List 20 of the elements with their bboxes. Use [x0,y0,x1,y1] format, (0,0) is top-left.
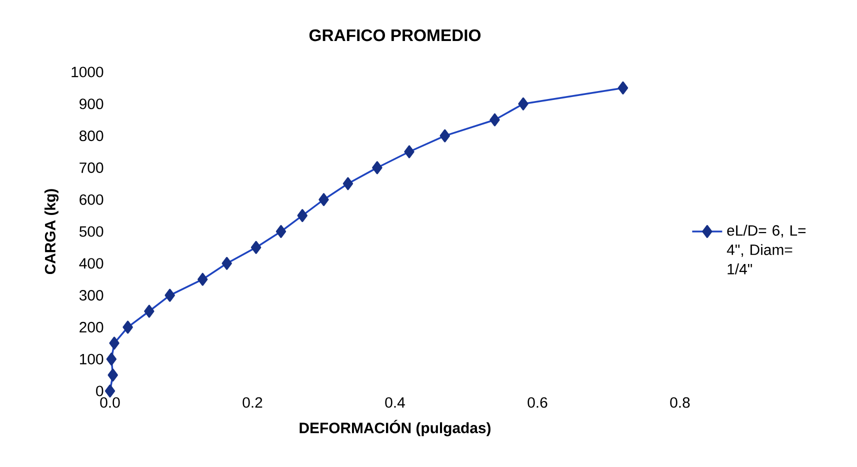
y-tick-label: 400 [79,258,104,269]
y-axis-title: CARGA (kg) [44,189,59,274]
chart-title: GRAFICO PROMEDIO [309,29,481,42]
x-tick-label: 0.4 [385,397,405,408]
y-tick-label: 700 [80,162,104,173]
y-tick-label: 800 [80,130,104,142]
y-tick-label: 600 [80,194,104,205]
x-tick-label: 0.6 [528,397,548,408]
y-tick-label: 500 [79,226,104,237]
legend-label: eL/D= 6, L= 4", Diam= 1/4" [726,224,806,274]
y-tick-label: 1000 [72,66,104,78]
y-tick-label: 200 [80,322,104,332]
x-tick-label: 0.8 [670,397,690,408]
y-tick-label: 100 [80,354,104,364]
x-tick-label: 0.0 [100,397,120,408]
y-tick-label: 0 [96,386,104,396]
x-axis-title: DEFORMACIÓN (pulgadas) [300,420,490,436]
x-tick-label: 0.2 [242,397,262,408]
y-tick-label: 300 [79,290,104,301]
y-tick-label: 900 [80,98,104,110]
